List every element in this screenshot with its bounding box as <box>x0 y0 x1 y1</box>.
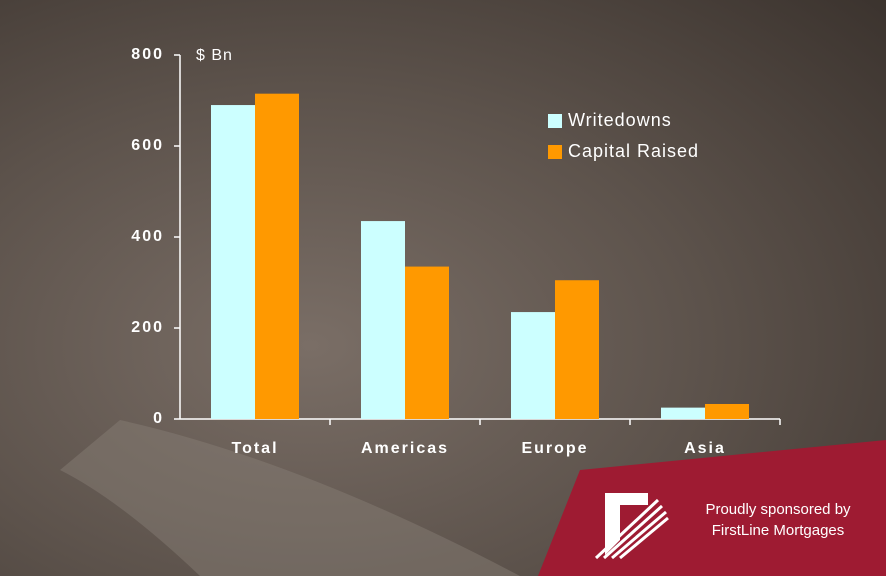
x-tick-label: Total <box>231 440 278 457</box>
bar <box>555 280 599 419</box>
legend-label: Writedowns <box>568 110 672 130</box>
sponsor-badge <box>538 440 886 576</box>
legend-swatch <box>548 145 562 159</box>
bar <box>661 407 705 419</box>
sponsor-text: Proudly sponsored by <box>705 501 851 518</box>
photo-shade <box>60 420 520 576</box>
y-tick-label: 400 <box>131 228 164 245</box>
y-axis-label: $ Bn <box>196 47 233 64</box>
legend-swatch <box>548 114 562 128</box>
sponsor-logo <box>594 493 669 560</box>
bar <box>705 403 749 419</box>
x-tick-label: Europe <box>521 440 588 457</box>
bar <box>255 93 299 420</box>
y-tick-label: 600 <box>131 137 164 154</box>
bar <box>211 105 255 420</box>
y-tick-label: 200 <box>131 319 164 336</box>
x-tick-label: Americas <box>361 440 449 457</box>
legend-label: Capital Raised <box>568 141 699 161</box>
y-tick-label: 0 <box>153 410 164 427</box>
sponsor-text: FirstLine Mortgages <box>712 522 845 539</box>
x-tick-label: Asia <box>684 440 726 457</box>
bar <box>511 312 555 419</box>
y-tick-label: 800 <box>131 46 164 63</box>
bar <box>361 221 405 419</box>
bar <box>405 266 449 419</box>
